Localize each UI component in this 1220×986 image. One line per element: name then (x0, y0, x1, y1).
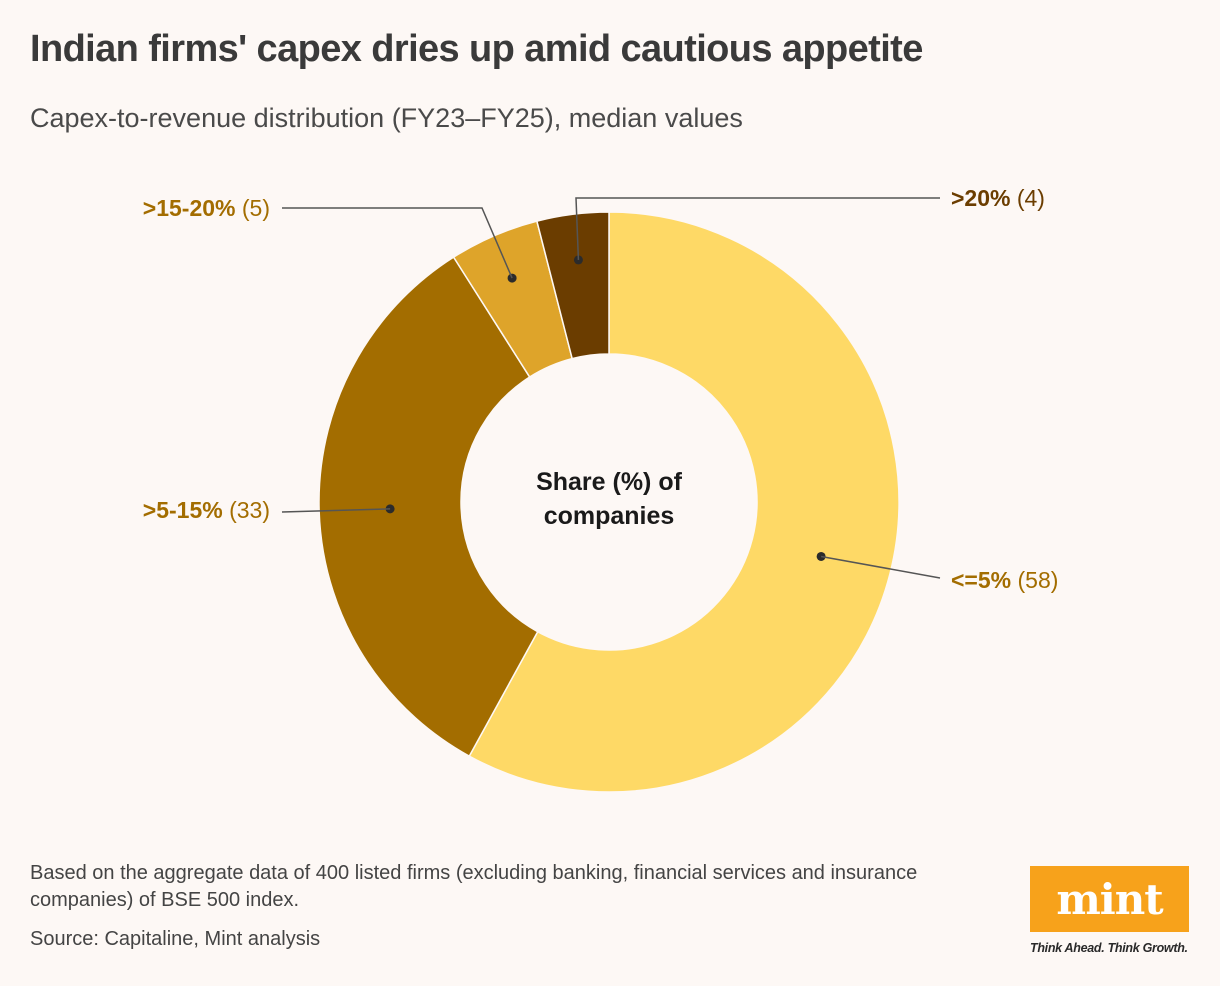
slice-le5pct (468, 211, 900, 793)
leader-line-gt15-20pct (282, 207, 513, 279)
slice-label-gt15-20pct: >15-20% (5) (143, 195, 270, 221)
center-label-line-1: Share (%) of (536, 468, 683, 496)
slice-label-gt20pct: >20% (4) (951, 185, 1045, 211)
center-label-line-2: companies (544, 502, 675, 530)
mint-logo: mint (1030, 866, 1189, 932)
slice-label-value: (58) (1011, 567, 1058, 593)
slice-label-gt5-15pct: >5-15% (33) (143, 497, 270, 523)
leader-line-gt5-15pct (281, 508, 391, 513)
donut-chart: <=5% (58)>5-15% (33)>15-20% (5) >20% (4) … (143, 185, 1059, 793)
slice-gt20pct (535, 211, 610, 360)
slice-label-category: >15-20% (143, 195, 236, 221)
source-note: Source: Capitaline, Mint analysis (30, 928, 321, 950)
slice-gt5-15pct (318, 256, 539, 758)
slice-label-le5pct: <=5% (58) (951, 567, 1058, 593)
slice-label-value: (4) (1010, 185, 1045, 211)
slice-label-category: >20% (951, 185, 1010, 211)
leader-line-le5pct (820, 555, 941, 579)
chart-title: Indian firms' capex dries up amid cautio… (30, 28, 923, 70)
slice-label-category: <=5% (951, 567, 1011, 593)
slice-label-value: (5) (236, 195, 271, 221)
slice-label-category: >5-15% (143, 497, 223, 523)
logo-word: mint (1056, 874, 1163, 924)
donut-slices (318, 211, 900, 793)
footnote: Based on the aggregate data of 400 liste… (30, 862, 918, 911)
chart-subtitle: Capex-to-revenue distribution (FY23–FY25… (30, 103, 743, 133)
leader-line-gt20pct (575, 197, 940, 260)
leader-lines (281, 197, 941, 579)
slice-label-value: (33) (223, 497, 270, 523)
logo-tagline: Think Ahead. Think Growth. (1030, 941, 1188, 955)
slice-labels: <=5% (58) >5-15% (33) >15-20% (5) >20% (4) (143, 185, 1059, 593)
